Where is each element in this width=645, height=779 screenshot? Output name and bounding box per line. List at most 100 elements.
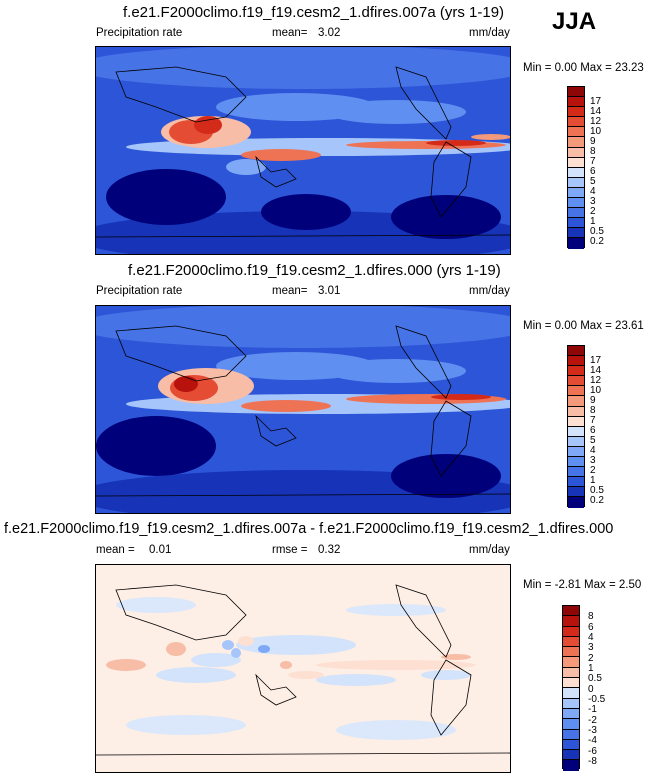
panel-3-tick: -1 <box>588 704 597 715</box>
panel-3-tick: 3 <box>588 642 594 653</box>
panel-3-tick: -2 <box>588 715 597 726</box>
panel-1-map <box>95 46 511 255</box>
colorbar-cell <box>563 636 579 648</box>
panel-1-tick: 2 <box>590 206 596 217</box>
panel-1-units: mm/day <box>469 27 510 39</box>
panel-3-map <box>95 564 511 773</box>
panel-1-minmax: Min = 0.00 Max = 23.23 <box>523 62 644 74</box>
panel-3-rmse-value: 0.32 <box>318 544 341 556</box>
colorbar-cell <box>568 177 584 188</box>
panel-1-variable-label: Precipitation rate <box>96 27 183 39</box>
panel-1-tick: 6 <box>590 166 596 177</box>
panel-3-tick: -4 <box>588 735 597 746</box>
panel-2-tick: 5 <box>590 435 596 446</box>
colorbar-cell <box>563 678 579 689</box>
colorbar-cell <box>563 719 579 730</box>
panel-3-tick: 6 <box>588 622 594 633</box>
panel-2-tick: 12 <box>590 375 602 386</box>
colorbar-cell <box>568 107 584 118</box>
panel-3-rmse-label: rmse = <box>272 544 308 556</box>
colorbar-cell <box>563 657 579 668</box>
colorbar-cell <box>563 729 579 740</box>
panel-3-minmax: Min = -2.81 Max = 2.50 <box>523 579 642 591</box>
panel-2-colorbar <box>567 345 585 508</box>
panel-2-mean-value: 3.01 <box>318 285 341 297</box>
colorbar-cell <box>568 238 584 249</box>
panel-2-tick: 4 <box>590 445 596 456</box>
colorbar-cell <box>568 187 584 199</box>
colorbar-cell <box>568 127 584 138</box>
colorbar-cell <box>563 626 579 637</box>
panel-1-tick: 10 <box>590 126 602 137</box>
panel-1-tick: 5 <box>590 176 596 187</box>
panel-1-colorbar <box>567 86 585 249</box>
panel-1-tick: 12 <box>590 116 602 127</box>
panel-3-tick: 0.5 <box>588 673 602 684</box>
panel-2-units: mm/day <box>469 285 510 297</box>
panel-1-tick: 7 <box>590 156 596 167</box>
colorbar-cell <box>568 376 584 387</box>
colorbar-cell <box>563 647 579 658</box>
panel-2-map <box>95 305 511 514</box>
colorbar-cell <box>568 218 584 229</box>
colorbar-cell <box>568 366 584 377</box>
colorbar-cell <box>563 698 579 709</box>
panel-2-tick: 7 <box>590 415 596 426</box>
panel-3-tick: -3 <box>588 725 597 736</box>
colorbar-cell <box>568 477 584 488</box>
colorbar-cell <box>568 396 584 407</box>
colorbar-cell <box>568 137 584 148</box>
panel-1-tick: 8 <box>590 146 596 157</box>
panel-1-tick: 0.5 <box>590 226 604 237</box>
panel-1-tick: 14 <box>590 106 602 117</box>
panel-2-precip-field <box>96 306 510 513</box>
panel-1-tick: 1 <box>590 216 596 227</box>
panel-1-title: f.e21.F2000climo.f19_f19.cesm2_1.dfires.… <box>123 4 505 21</box>
colorbar-cell <box>568 97 584 108</box>
colorbar-cell <box>568 487 584 498</box>
panel-2-tick: 3 <box>590 455 596 466</box>
season-label: JJA <box>552 8 597 35</box>
panel-1-mean-label: mean= <box>272 27 308 39</box>
colorbar-cell <box>568 208 584 219</box>
panel-2-tick: 14 <box>590 365 602 376</box>
panel-2-tick: 0.5 <box>590 485 604 496</box>
panel-3-title: f.e21.F2000climo.f19_f19.cesm2_1.dfires.… <box>4 521 614 537</box>
panel-3-tick: -8 <box>588 756 597 767</box>
colorbar-cell <box>568 198 584 209</box>
colorbar-cell <box>563 606 579 617</box>
panel-2-tick: 0.2 <box>590 495 604 506</box>
panel-3-units: mm/day <box>469 544 510 556</box>
colorbar-cell <box>568 426 584 437</box>
colorbar-cell <box>568 446 584 458</box>
panel-3-diff-field <box>96 565 510 772</box>
panel-3-tick: 0 <box>588 684 594 695</box>
panel-3-colorbar <box>562 605 580 771</box>
panel-1-tick: 9 <box>590 136 596 147</box>
panel-2-tick: 9 <box>590 395 596 406</box>
colorbar-cell <box>568 416 584 427</box>
panel-3-tick: 4 <box>588 632 594 643</box>
panel-2-tick: 17 <box>590 355 602 366</box>
colorbar-cell <box>563 708 579 720</box>
panel-3-tick: -0.5 <box>588 694 606 705</box>
panel-2-tick: 1 <box>590 475 596 486</box>
panel-2-mean-label: mean= <box>272 285 308 297</box>
colorbar-cell <box>563 616 579 627</box>
panel-2-tick: 10 <box>590 385 602 396</box>
colorbar-cell <box>568 356 584 367</box>
panel-1-precip-field <box>96 47 510 254</box>
colorbar-cell <box>563 688 579 699</box>
panel-3-tick: 8 <box>588 611 594 622</box>
colorbar-cell <box>563 750 579 761</box>
colorbar-cell <box>563 760 579 771</box>
colorbar-cell <box>568 117 584 128</box>
panel-1-tick: 3 <box>590 196 596 207</box>
colorbar-cell <box>563 667 579 679</box>
colorbar-cell <box>568 346 584 357</box>
panel-1-mean-value: 3.02 <box>318 27 341 39</box>
panel-2-tick: 8 <box>590 405 596 416</box>
colorbar-cell <box>568 497 584 508</box>
colorbar-cell <box>568 167 584 178</box>
panel-1-tick: 17 <box>590 96 602 107</box>
